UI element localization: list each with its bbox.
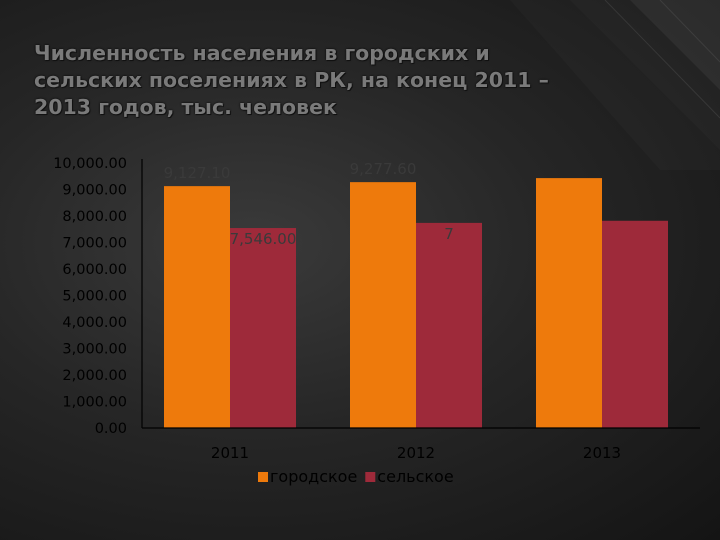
bars bbox=[164, 178, 668, 428]
bar-rural-2013 bbox=[602, 220, 668, 428]
y-tick-label: 5,000.00 bbox=[62, 289, 127, 305]
y-tick-label: 3,000.00 bbox=[62, 342, 127, 358]
y-tick-label: 8,000.00 bbox=[62, 209, 127, 225]
y-tick-label: 7,000.00 bbox=[62, 236, 127, 252]
bar-urban-2012 bbox=[350, 182, 416, 428]
slide-title: Численность населения в городских и сель… bbox=[34, 41, 549, 119]
data-label: 9,277.60 bbox=[350, 160, 417, 178]
y-axis-labels: 0.00 1,000.00 2,000.00 3,000.00 4,000.00 5,00… bbox=[53, 156, 127, 437]
legend-swatch-urban bbox=[258, 472, 268, 482]
bar-urban-2013 bbox=[536, 178, 602, 428]
legend-swatch-rural bbox=[365, 472, 376, 482]
decorative-corner-shapes bbox=[570, 0, 720, 150]
chart-legend: городское сельское bbox=[258, 467, 454, 486]
data-label: 7 bbox=[444, 225, 454, 243]
y-tick-label: 0.00 bbox=[95, 421, 127, 437]
y-tick-label: 2,000.00 bbox=[62, 368, 127, 384]
bar-rural-2012 bbox=[416, 222, 482, 428]
bar-rural-2011 bbox=[230, 228, 296, 428]
bar-urban-2011 bbox=[164, 186, 230, 428]
y-tick-label: 9,000.00 bbox=[62, 183, 127, 199]
y-tick-label: 10,000.00 bbox=[53, 156, 127, 172]
y-tick-label: 6,000.00 bbox=[62, 262, 127, 278]
data-labels: 9,127.10 7,546.00 9,277.60 7 bbox=[164, 160, 454, 248]
legend-label-urban: городское bbox=[270, 467, 357, 486]
data-label: 9,127.10 bbox=[164, 164, 231, 182]
data-label: 7,546.00 bbox=[230, 230, 297, 248]
x-tick-label: 2013 bbox=[583, 444, 621, 462]
legend-label-rural: сельское bbox=[377, 467, 453, 486]
y-tick-label: 1,000.00 bbox=[62, 395, 127, 411]
y-tick-label: 4,000.00 bbox=[62, 315, 127, 331]
x-tick-label: 2011 bbox=[211, 444, 249, 462]
x-tick-label: 2012 bbox=[397, 444, 435, 462]
x-axis-labels: 2011 2012 2013 bbox=[211, 444, 621, 462]
